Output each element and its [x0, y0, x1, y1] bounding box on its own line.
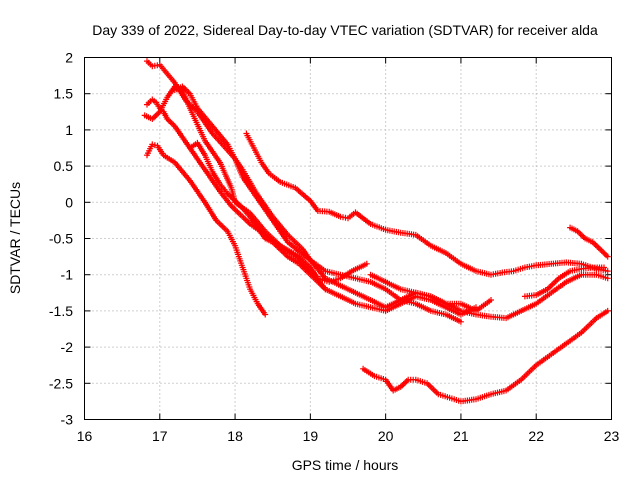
- x-tick-labels: 16 17 18 19 20 21 22 23: [77, 428, 620, 444]
- x-tick-label: 19: [303, 428, 319, 444]
- series-arc-8: [360, 307, 611, 405]
- chart-title: Day 339 of 2022, Sidereal Day-to-day VTE…: [92, 22, 598, 38]
- y-tick-labels: -3 -2.5 -2 -1.5 -1 -0.5 0 0.5 1 1.5 2: [49, 50, 73, 428]
- series-arc-10: [521, 264, 607, 300]
- x-tick-label: 18: [227, 428, 243, 444]
- x-tick-label: 17: [152, 428, 168, 444]
- series-points: [243, 130, 611, 278]
- series-points: [171, 83, 494, 314]
- series-arc-5: [186, 139, 479, 318]
- y-tick-label: -3: [61, 412, 74, 428]
- y-tick-label: -2.5: [49, 375, 73, 391]
- y-tick-label: -2: [61, 339, 74, 355]
- y-tick-label: 1: [65, 122, 73, 138]
- series-points: [360, 307, 611, 405]
- plot-frame: [84, 57, 612, 420]
- series-points: [567, 224, 611, 260]
- series-arc-6: [171, 83, 494, 314]
- series-arc-3: [141, 83, 329, 293]
- series-arc-7: [243, 130, 611, 278]
- series-arc-1: [144, 141, 269, 318]
- y-tick-label: 2: [65, 50, 73, 66]
- data-series: [141, 58, 611, 405]
- y-tick-label: 1.5: [54, 86, 74, 102]
- y-tick-label: 0.5: [54, 158, 74, 174]
- y-tick-label: 0: [65, 194, 73, 210]
- series-line: [189, 142, 477, 316]
- series-points: [521, 264, 607, 300]
- series-arc-9: [367, 271, 611, 322]
- y-tick-label: -0.5: [49, 231, 73, 247]
- series-points: [367, 271, 611, 322]
- series-arc-11: [567, 224, 611, 260]
- x-axis-label: GPS time / hours: [292, 457, 399, 473]
- x-tick-label: 22: [528, 428, 544, 444]
- series-line: [174, 85, 492, 312]
- series-points: [144, 141, 269, 318]
- x-tick-label: 20: [378, 428, 394, 444]
- grid: [84, 57, 612, 420]
- y-tick-label: -1.5: [49, 303, 73, 319]
- x-tick-label: 16: [77, 428, 93, 444]
- y-axis-label: SDTVAR / TECUs: [7, 182, 23, 294]
- x-tick-label: 21: [453, 428, 469, 444]
- y-tick-label: -1: [61, 267, 74, 283]
- series-points: [186, 139, 479, 318]
- x-tick-label: 23: [604, 428, 620, 444]
- series-points: [141, 83, 329, 293]
